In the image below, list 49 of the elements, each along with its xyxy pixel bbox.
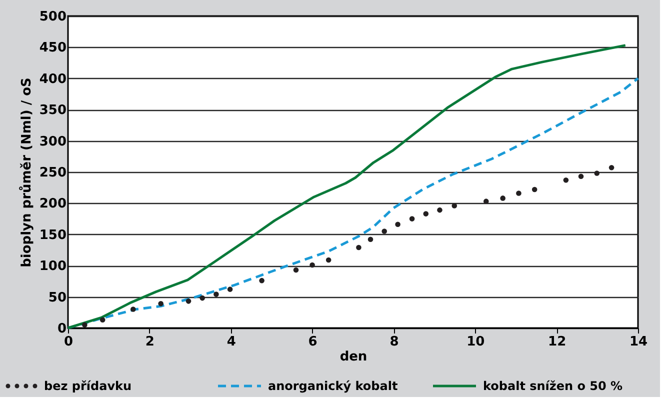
point — [423, 211, 429, 216]
y-tick-label: 0 — [57, 322, 66, 336]
y-tick-label: 100 — [39, 259, 66, 274]
point — [200, 295, 206, 301]
x-tick-label: 4 — [226, 334, 236, 350]
point — [227, 286, 233, 292]
point — [158, 301, 164, 306]
y-tick-label: 150 — [39, 228, 66, 243]
y-tick-label: 300 — [39, 134, 66, 150]
point — [409, 216, 415, 222]
y-axis-title: bioplyn průměr (Nml) / oS — [18, 78, 34, 268]
point — [395, 222, 400, 228]
x-tick-label: 10 — [466, 334, 485, 350]
point — [594, 170, 600, 176]
point — [100, 317, 106, 323]
legend-label: bez přídavku — [44, 379, 132, 393]
point — [310, 262, 315, 268]
point — [214, 292, 219, 297]
point — [82, 322, 88, 328]
point — [130, 306, 136, 312]
point — [516, 190, 522, 196]
y-tick-label: 400 — [39, 72, 66, 87]
point — [293, 267, 299, 273]
point — [368, 236, 374, 242]
y-tick-label: 200 — [39, 196, 66, 212]
point — [500, 196, 506, 201]
y-tick-label: 450 — [39, 40, 66, 56]
point — [356, 244, 362, 250]
point — [259, 278, 264, 284]
x-tick-label: 8 — [390, 334, 399, 350]
x-tick-label: 2 — [145, 334, 154, 350]
y-tick-label: 500 — [39, 10, 66, 24]
x-tick-label: 14 — [629, 334, 648, 350]
point — [608, 164, 614, 170]
y-tick-label: 50 — [48, 290, 66, 306]
legend-label: kobalt snížen o 50 % — [483, 379, 623, 393]
point — [563, 177, 569, 183]
point — [326, 257, 332, 263]
y-tick-label: 350 — [39, 103, 66, 118]
x-tick-label: 6 — [308, 334, 318, 350]
point — [532, 186, 538, 192]
point — [578, 174, 584, 180]
legend-label: anorganický kobalt — [268, 379, 398, 393]
x-axis-title: den — [340, 350, 368, 364]
y-tick-label: 250 — [39, 166, 66, 180]
x-tick-label: 12 — [548, 334, 566, 350]
point — [437, 207, 442, 213]
point — [382, 228, 387, 234]
point — [186, 298, 192, 304]
